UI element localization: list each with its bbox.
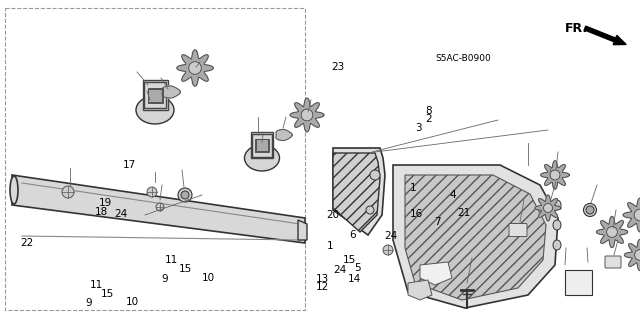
Text: 10: 10 [202,273,216,283]
Polygon shape [420,262,452,285]
Text: 5: 5 [355,263,361,273]
Text: 17: 17 [123,160,136,170]
Circle shape [543,204,552,212]
FancyBboxPatch shape [605,256,621,268]
Polygon shape [565,270,592,295]
Circle shape [156,203,164,211]
Ellipse shape [553,200,561,210]
Text: 3: 3 [415,123,421,133]
Ellipse shape [136,96,174,124]
Bar [251,132,273,158]
Text: S5AC-B0900: S5AC-B0900 [435,54,491,63]
Text: 24: 24 [385,231,398,241]
Polygon shape [333,153,380,232]
FancyBboxPatch shape [509,224,527,236]
Circle shape [635,249,640,260]
Polygon shape [541,161,570,189]
Polygon shape [12,175,305,243]
Text: 22: 22 [20,238,34,248]
Bar [256,139,268,151]
Bar [143,80,168,110]
Polygon shape [596,216,628,248]
Polygon shape [623,198,640,232]
Ellipse shape [244,145,280,171]
Circle shape [607,226,618,237]
Text: 18: 18 [95,207,108,217]
Circle shape [189,62,202,74]
Polygon shape [625,239,640,271]
Text: 15: 15 [343,255,356,265]
Circle shape [301,109,313,121]
Polygon shape [276,130,292,140]
Text: 12: 12 [316,282,329,292]
Bar [255,138,269,152]
Bar [144,82,166,108]
Text: 14: 14 [348,274,361,284]
Text: 13: 13 [316,274,329,284]
Polygon shape [290,98,324,132]
Ellipse shape [584,204,596,217]
Text: 11: 11 [165,255,179,265]
Circle shape [550,170,560,180]
Text: 6: 6 [349,230,356,240]
Text: 15: 15 [179,264,192,274]
Polygon shape [333,148,385,235]
Ellipse shape [553,240,561,250]
Text: 24: 24 [333,265,346,275]
Text: 9: 9 [85,298,92,308]
Text: 1: 1 [410,183,417,193]
Text: 1: 1 [326,241,333,251]
Circle shape [181,191,189,199]
Circle shape [634,209,640,221]
Bar [252,133,272,157]
Polygon shape [393,165,558,308]
Text: 19: 19 [99,198,112,208]
Circle shape [62,186,74,198]
Text: 10: 10 [126,297,140,307]
Polygon shape [535,195,561,221]
Text: 11: 11 [90,280,103,290]
Polygon shape [408,280,432,300]
Text: 21: 21 [457,208,470,218]
Bar [147,87,163,102]
Circle shape [370,170,380,180]
Circle shape [383,245,393,255]
Text: 4: 4 [450,190,456,200]
Ellipse shape [178,188,192,202]
Polygon shape [298,220,307,240]
Polygon shape [162,86,180,98]
Ellipse shape [553,220,561,230]
Circle shape [147,187,157,197]
Circle shape [366,206,374,214]
Text: 8: 8 [426,106,432,116]
Text: 15: 15 [100,289,114,299]
Text: FR.: FR. [565,22,588,35]
Text: 24: 24 [115,209,128,219]
Polygon shape [405,175,546,300]
Text: 23: 23 [331,62,344,72]
FancyArrow shape [584,26,626,45]
Polygon shape [177,50,213,86]
Ellipse shape [10,176,18,204]
Text: 16: 16 [410,209,423,219]
Text: 20: 20 [326,210,339,219]
Text: 2: 2 [426,114,432,124]
Text: 9: 9 [161,274,168,284]
Bar [148,88,161,101]
Circle shape [586,206,594,214]
Text: 7: 7 [434,217,440,227]
